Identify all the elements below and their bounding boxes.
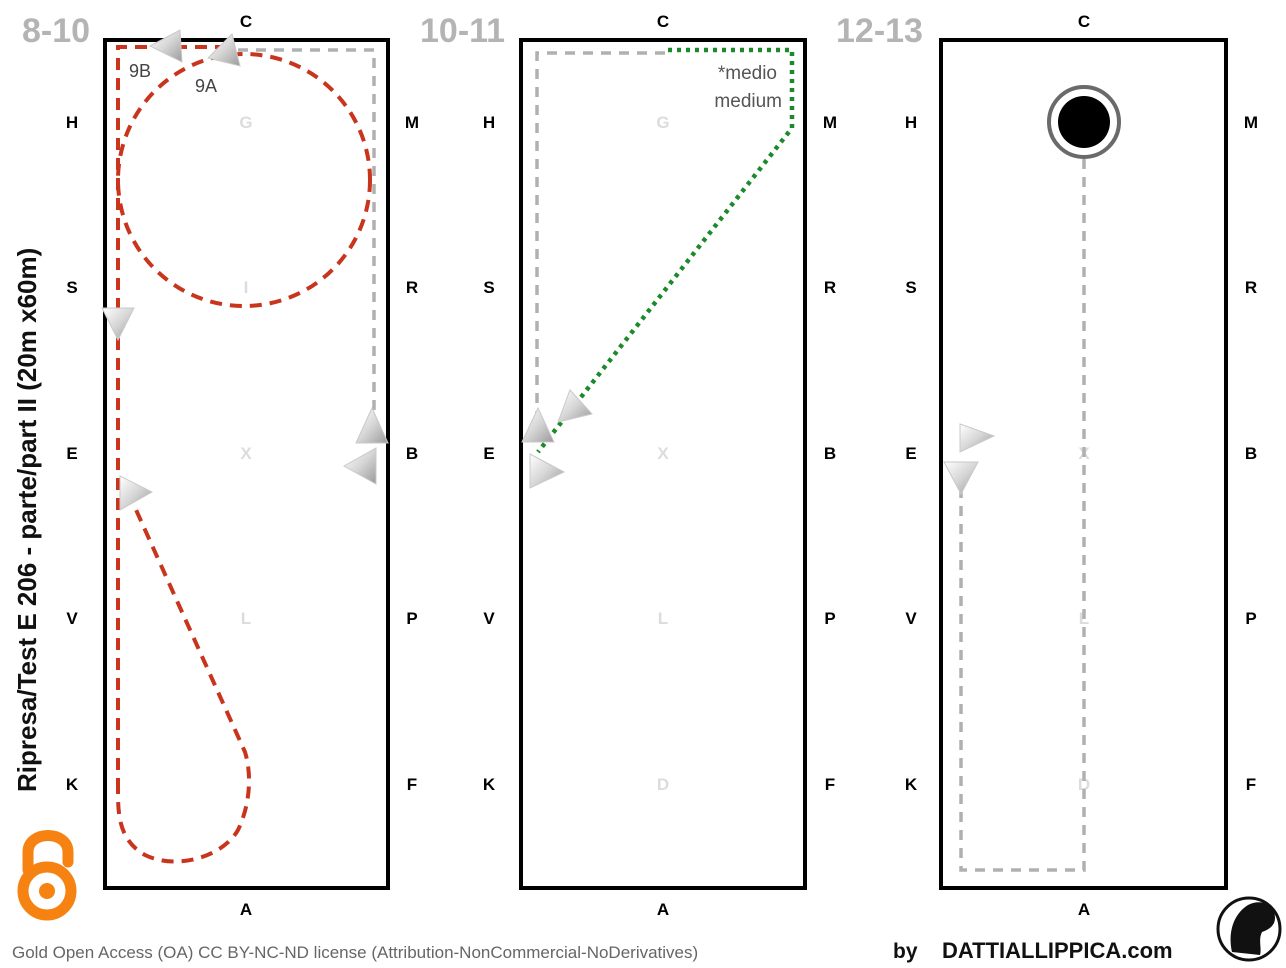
panel-title: 8-10: [22, 12, 90, 50]
marker-center: G: [656, 113, 669, 132]
panel-8-10: 8-10 C A H S E V K M R B P F G I X L 9B …: [22, 12, 419, 919]
marker-left: E: [66, 444, 77, 463]
route-red-track: [116, 45, 230, 790]
route-grey: [959, 150, 1086, 872]
direction-arrow-icon: [557, 389, 593, 423]
marker-left: V: [483, 609, 495, 628]
arena-outline: [519, 38, 807, 890]
direction-arrow-icon: [355, 406, 389, 444]
route-green-medium: [536, 47, 795, 454]
brand-link[interactable]: DATTIALLIPPICA.com: [942, 938, 1173, 963]
marker-right: F: [825, 775, 835, 794]
marker-center: X: [240, 444, 252, 463]
route-red-loop: [116, 491, 252, 864]
marker-right: P: [406, 609, 417, 628]
page-title: Ripresa/Test E 206 - parte/part II (20m …: [12, 248, 42, 792]
marker-top: C: [657, 12, 669, 31]
marker-left: V: [905, 609, 917, 628]
direction-arrow-icon: [959, 423, 996, 453]
panel-10-11: 10-11 C A H S E V K M R B P F G X L D *m…: [420, 12, 837, 919]
direction-arrow-icon: [943, 461, 979, 496]
marker-left: V: [66, 609, 78, 628]
marker-right: M: [823, 113, 837, 132]
marker-top: C: [1078, 12, 1090, 31]
marker-right: R: [1245, 278, 1257, 297]
marker-center: I: [244, 278, 249, 297]
marker-center: D: [657, 775, 669, 794]
marker-center: L: [241, 609, 251, 628]
open-access-lock-icon: [17, 830, 77, 921]
marker-left: K: [905, 775, 918, 794]
arena-outline: [939, 38, 1228, 890]
arena-outline: [103, 38, 390, 890]
marker-right: F: [407, 775, 417, 794]
route-grey: [535, 51, 665, 432]
marker-right: B: [406, 444, 418, 463]
route-red-circle: [116, 52, 372, 308]
panel-title: 10-11: [420, 12, 505, 50]
by-label: by: [893, 940, 918, 963]
figure-label: 9B: [129, 61, 151, 81]
marker-left: S: [905, 278, 916, 297]
horse-head-logo-icon: [1216, 896, 1282, 962]
direction-arrow-icon: [529, 453, 566, 489]
marker-right: M: [1244, 113, 1258, 132]
direction-arrow-icon: [207, 33, 241, 67]
marker-right: B: [824, 444, 836, 463]
marker-center: L: [658, 609, 668, 628]
marker-bottom: A: [240, 900, 252, 919]
figure-label: 9A: [195, 76, 217, 96]
license-text: Gold Open Access (OA) CC BY-NC-ND licens…: [12, 943, 698, 962]
gait-note: medium: [714, 91, 782, 112]
direction-arrow-icon: [521, 406, 555, 443]
direction-arrow-icon: [119, 475, 154, 511]
marker-top: C: [240, 12, 252, 31]
marker-right: R: [824, 278, 836, 297]
panel-12-13: 12-13 C A H S E V K M R B P F X L D: [836, 12, 1258, 919]
marker-bottom: A: [657, 900, 669, 919]
marker-left: E: [905, 444, 916, 463]
panel-title: 12-13: [836, 12, 923, 50]
marker-left: S: [66, 278, 77, 297]
marker-right: P: [824, 609, 835, 628]
gait-note: *medio: [718, 63, 777, 84]
route-grey: [238, 48, 376, 432]
halt-marker-icon: [1047, 85, 1121, 159]
marker-center: G: [239, 113, 252, 132]
marker-center: X: [657, 444, 669, 463]
marker-right: R: [406, 278, 418, 297]
direction-arrow-icon: [101, 307, 135, 342]
direction-arrow-icon: [148, 29, 183, 63]
marker-left: H: [905, 113, 917, 132]
marker-right: F: [1246, 775, 1256, 794]
marker-left: H: [66, 113, 78, 132]
marker-center: D: [1078, 775, 1090, 794]
marker-right: B: [1245, 444, 1257, 463]
marker-right: P: [1245, 609, 1256, 628]
marker-left: H: [483, 113, 495, 132]
direction-arrow-icon: [342, 447, 377, 485]
marker-left: S: [483, 278, 494, 297]
marker-left: E: [483, 444, 494, 463]
marker-bottom: A: [1078, 900, 1090, 919]
marker-left: K: [66, 775, 79, 794]
marker-right: M: [405, 113, 419, 132]
marker-left: K: [483, 775, 496, 794]
